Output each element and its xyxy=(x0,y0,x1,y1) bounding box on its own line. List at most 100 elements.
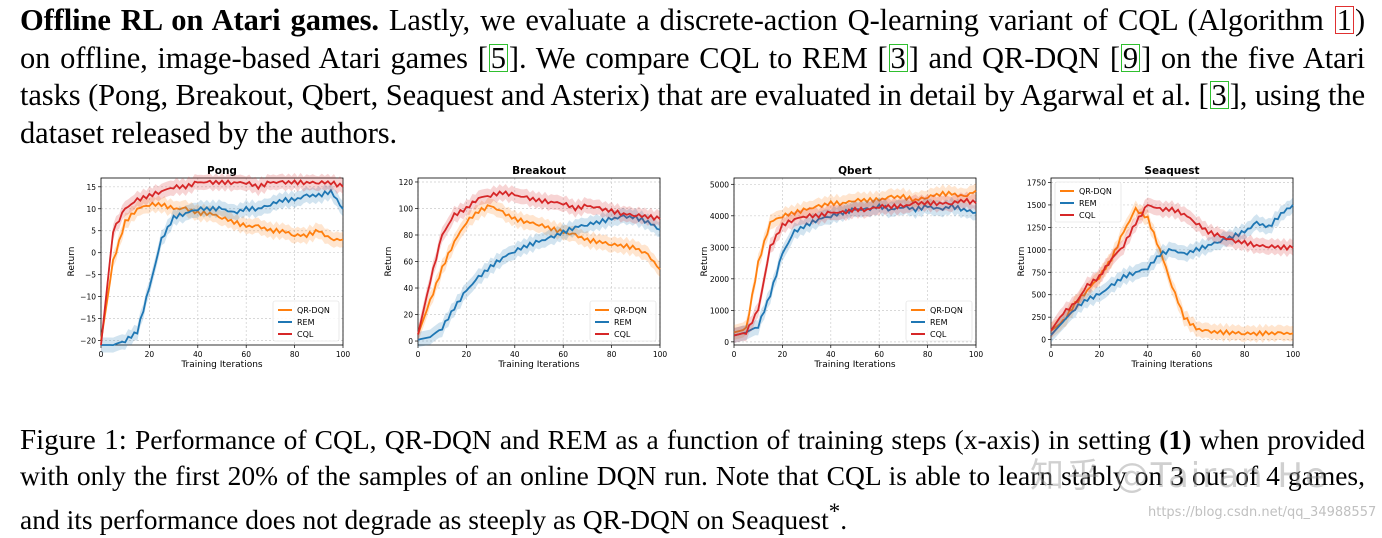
series-band-cql xyxy=(1051,197,1293,339)
legend-label: QR-DQN xyxy=(1079,187,1112,196)
paragraph-text-3: ]. We compare CQL to REM [ xyxy=(508,40,888,75)
y-tick-label: 1750 xyxy=(1027,178,1046,187)
series-band-rem xyxy=(734,196,976,344)
legend-label: CQL xyxy=(614,330,631,339)
citation-link-5[interactable]: 5 xyxy=(488,40,508,75)
x-tick-label: 100 xyxy=(1286,350,1301,359)
y-axis-label: Return xyxy=(67,247,77,277)
y-tick-label: 15 xyxy=(86,183,96,192)
legend-label: QR-DQN xyxy=(614,306,647,315)
series-band-rem xyxy=(418,207,660,348)
series-line-rem xyxy=(1050,204,1294,336)
x-tick-label: 100 xyxy=(653,350,668,359)
y-tick-label: 20 xyxy=(403,311,413,320)
caption-text-3: . xyxy=(840,504,848,536)
chart-pong-svg: Pong −20 −15 −10 −5 0 5 10 15 0 20 40 60 80 100 Trainin… xyxy=(67,165,350,370)
y-axis-label: Return xyxy=(1017,247,1027,277)
x-tick-label: 40 xyxy=(1143,350,1153,359)
x-tick-label: 80 xyxy=(923,350,933,359)
x-tick-label: 100 xyxy=(969,350,984,359)
y-tick-label: 10 xyxy=(86,205,96,214)
caption-footnote-mark: * xyxy=(828,499,841,524)
series-band-qr-dqn xyxy=(101,195,343,349)
y-tick-label: 1000 xyxy=(1027,246,1046,255)
legend-label: CQL xyxy=(297,330,314,339)
citation-link-3a[interactable]: 3 xyxy=(888,40,908,75)
chart-qbert: Qbert 0 1000 2000 3000 4000 5000 0 20 40 60 80 100 Tr… xyxy=(698,162,983,390)
series-band-rem xyxy=(101,182,343,353)
chart-seaquest: Seaquest 0 250 500 750 1000 1250 1500 1750 0 20 40 6… xyxy=(1015,162,1300,390)
y-tick-label: −10 xyxy=(80,293,96,302)
figure-caption: Figure 1: Performance of CQL, QR-DQN and… xyxy=(20,422,1365,538)
series-line-cql xyxy=(100,178,344,346)
paragraph-text-1: Lastly, we evaluate a discrete-action Q-… xyxy=(388,3,1324,37)
plot-frame xyxy=(1050,177,1294,346)
caption-setting: (1) xyxy=(1159,424,1192,455)
watermark-zhihu: 知乎 @Tairan He xyxy=(1030,456,1328,496)
x-tick-label: 40 xyxy=(193,350,203,359)
y-tick-label: 0 xyxy=(724,338,729,347)
x-axis-label: Training Iterations xyxy=(180,360,263,370)
series-line-qr-dqn xyxy=(733,189,977,334)
series-line-cql xyxy=(417,190,661,335)
series-line-rem xyxy=(733,202,977,337)
citation-link-3b[interactable]: 3 xyxy=(1209,78,1229,112)
x-tick-label: 80 xyxy=(1240,350,1250,359)
series-band-cql xyxy=(101,172,343,353)
legend-label: REM xyxy=(297,318,315,327)
y-tick-label: 1500 xyxy=(1027,201,1046,210)
y-tick-label: 3000 xyxy=(710,243,729,252)
y-tick-label: 750 xyxy=(1032,268,1047,277)
paragraph-text-2: ) on offline, image-based Atari games [ xyxy=(20,3,1365,75)
legend-label: CQL xyxy=(1079,211,1096,220)
y-tick-label: 60 xyxy=(403,258,413,267)
x-tick-label: 20 xyxy=(145,350,155,359)
legend-label: QR-DQN xyxy=(930,306,963,315)
x-axis-label: Training Iterations xyxy=(1130,360,1213,370)
citation-link-9[interactable]: 9 xyxy=(1120,40,1141,75)
series-line-qr-dqn xyxy=(417,204,661,335)
x-tick-label: 40 xyxy=(826,350,836,359)
y-tick-label: 5000 xyxy=(710,180,729,189)
y-axis-label: Return xyxy=(700,247,710,277)
x-tick-label: 100 xyxy=(336,350,351,359)
legend-label: QR-DQN xyxy=(297,306,330,315)
y-tick-label: 120 xyxy=(399,178,414,187)
series-band-qr-dqn xyxy=(734,183,976,340)
x-tick-label: 20 xyxy=(778,350,788,359)
x-tick-label: 60 xyxy=(558,350,568,359)
x-tick-label: 0 xyxy=(1049,350,1054,359)
y-tick-label: −5 xyxy=(85,271,96,280)
y-tick-label: 250 xyxy=(1032,313,1047,322)
series-line-rem xyxy=(101,188,344,347)
caption-text-2: when provided with only the first 20% of… xyxy=(20,424,1366,536)
series-line-cql xyxy=(1050,203,1294,332)
series-band-qr-dqn xyxy=(1051,200,1293,343)
y-tick-label: 40 xyxy=(403,284,413,293)
y-tick-label: 0 xyxy=(91,249,96,258)
chart-breakout: Breakout 0 20 40 60 80 100 120 0 20 40 60 80 100 Train… xyxy=(382,162,667,390)
series-line-qr-dqn xyxy=(1050,206,1294,337)
y-tick-label: 5 xyxy=(91,227,96,236)
y-tick-label: 100 xyxy=(399,204,414,213)
series-band-cql xyxy=(734,191,976,344)
series-line-cql xyxy=(733,197,977,337)
figure-charts: Pong −20 −15 −10 −5 0 5 10 15 0 20 40 60 80 100 Trainin… xyxy=(0,162,1382,392)
x-tick-label: 60 xyxy=(874,350,884,359)
y-tick-label: 0 xyxy=(1041,336,1046,345)
x-tick-label: 40 xyxy=(510,350,520,359)
x-tick-label: 0 xyxy=(99,350,104,359)
x-tick-label: 60 xyxy=(241,350,251,359)
x-axis-label: Training Iterations xyxy=(497,360,580,370)
watermark-url: https://blog.csdn.net/qq_34988557 xyxy=(1148,505,1377,520)
y-tick-label: 2000 xyxy=(710,275,729,284)
y-tick-label: 4000 xyxy=(710,212,729,221)
paragraph-text-4: ] and QR-DQN [ xyxy=(908,40,1120,75)
plot-frame xyxy=(733,177,977,346)
y-tick-label: 1000 xyxy=(710,306,729,315)
series-band-rem xyxy=(1051,197,1293,343)
series-line-qr-dqn xyxy=(100,201,344,341)
legend-label: CQL xyxy=(930,330,947,339)
x-tick-label: 0 xyxy=(732,350,737,359)
citation-link-algorithm[interactable]: 1 xyxy=(1334,3,1354,37)
